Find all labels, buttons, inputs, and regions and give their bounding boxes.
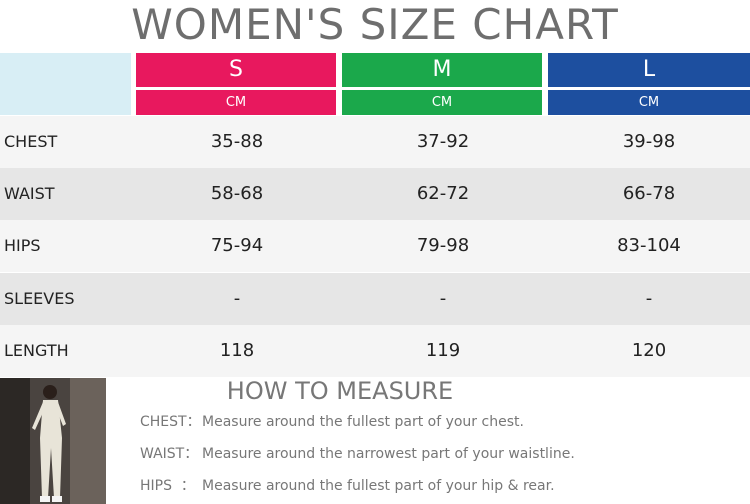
- table-row: [0, 168, 750, 221]
- size-header: S: [136, 53, 336, 87]
- unit-header: CM: [548, 90, 750, 115]
- header-corner: [0, 53, 131, 115]
- size-header: M: [342, 53, 542, 87]
- table-cell: 118: [219, 339, 255, 361]
- unit-header: CM: [136, 90, 336, 115]
- table-cell: -: [439, 287, 447, 309]
- row-label: LENGTH: [4, 340, 69, 360]
- measure-label: WAIST：: [140, 446, 199, 462]
- table-cell: 66-78: [622, 183, 676, 205]
- table-cell: 119: [425, 339, 461, 361]
- measure-title: HOW TO MEASURE: [226, 377, 454, 405]
- row-label: CHEST: [4, 132, 58, 151]
- table-cell: 37-92: [416, 131, 470, 152]
- row-label: WAIST: [4, 184, 55, 204]
- table-row: [0, 220, 750, 273]
- table-cell: 62-72: [416, 183, 470, 205]
- measure-text: Measure around the fullest part of your …: [202, 414, 524, 430]
- row-label: SLEEVES: [4, 288, 75, 308]
- measure-text: Measure around the narrowest part of you…: [202, 446, 575, 462]
- table-cell: 75-94: [210, 235, 264, 257]
- table-row: [0, 324, 750, 377]
- unit-header: CM: [342, 90, 542, 115]
- model-photo: [0, 378, 106, 504]
- table-cell: 79-98: [416, 235, 470, 257]
- measure-label: CHEST：: [140, 414, 201, 430]
- table-row: [0, 272, 750, 325]
- table-row: [0, 116, 750, 168]
- table-cell: -: [645, 287, 653, 309]
- table-cell: 120: [631, 339, 667, 361]
- table-cell: 83-104: [617, 235, 681, 257]
- size-header: L: [548, 53, 750, 87]
- table-cell: 35-88: [210, 131, 264, 152]
- chart-title: WOMEN'S SIZE CHART: [131, 0, 619, 49]
- row-label: HIPS: [4, 236, 41, 256]
- table-cell: 58-68: [210, 183, 264, 205]
- table-cell: 39-98: [622, 131, 676, 152]
- measure-label: HIPS ：: [140, 478, 195, 494]
- measure-text: Measure around the fullest part of your …: [202, 478, 555, 494]
- table-cell: -: [233, 287, 241, 309]
